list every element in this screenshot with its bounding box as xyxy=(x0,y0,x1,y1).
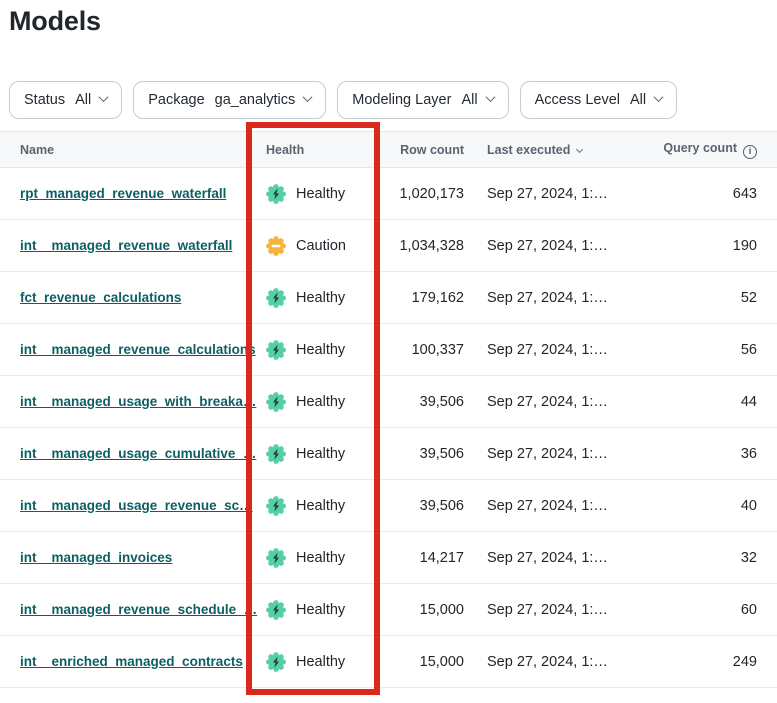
page-title: Models xyxy=(9,6,101,36)
filter-status[interactable]: Status All xyxy=(9,81,123,119)
chevron-down-icon xyxy=(485,92,496,103)
column-header-health[interactable]: Health xyxy=(247,131,378,168)
row-count-cell: 14,217 xyxy=(378,531,468,584)
row-count-cell: 15,000 xyxy=(378,583,468,636)
model-name-link[interactable]: int__managed_usage_revenue_sc… xyxy=(20,497,253,513)
model-name-link[interactable]: int__managed_invoices xyxy=(20,549,173,565)
table-row: int__managed_revenue_waterfall Caution 1… xyxy=(0,219,777,272)
info-icon[interactable]: i xyxy=(743,144,757,159)
model-name-link[interactable]: int__managed_revenue_schedule_… xyxy=(20,601,258,617)
last-executed-cell: Sep 27, 2024, 1:… xyxy=(468,531,618,584)
health-status-icon xyxy=(266,339,286,360)
last-executed-cell: Sep 27, 2024, 1:… xyxy=(468,167,618,220)
filter-access-level-label: Access Level xyxy=(534,92,620,108)
chevron-down-icon xyxy=(302,92,313,103)
row-count-cell: 179,162 xyxy=(378,271,468,324)
health-status-icon xyxy=(266,547,286,568)
health-status-icon xyxy=(266,443,286,464)
model-name-link[interactable]: int__managed_revenue_waterfall xyxy=(20,237,233,253)
health-status-icon xyxy=(266,235,286,256)
query-count-cell: 52 xyxy=(618,271,777,324)
column-header-row-count[interactable]: Row count xyxy=(378,131,468,168)
health-label: Healthy xyxy=(296,445,346,462)
filter-package-value: ga_analytics xyxy=(214,92,296,108)
health-label: Healthy xyxy=(296,497,346,514)
model-name-link[interactable]: int__managed_revenue_calculations xyxy=(20,341,256,357)
query-count-cell: 44 xyxy=(618,375,777,428)
table-row: int__managed_revenue_calculations Health… xyxy=(0,323,777,376)
health-label: Healthy xyxy=(296,549,346,566)
model-name-link[interactable]: int__managed_usage_with_breaka… xyxy=(20,393,257,409)
health-status-icon xyxy=(266,391,286,412)
chevron-down-icon xyxy=(98,92,109,103)
last-executed-cell: Sep 27, 2024, 1:… xyxy=(468,635,618,688)
model-name-link[interactable]: int__enriched_managed_contracts xyxy=(20,653,243,669)
query-count-label: Query count xyxy=(663,140,737,155)
last-executed-label: Last executed xyxy=(487,142,571,157)
column-header-name[interactable]: Name xyxy=(0,131,247,168)
health-label: Healthy xyxy=(296,341,346,358)
health-label: Healthy xyxy=(296,289,346,306)
filter-status-value: All xyxy=(75,92,92,108)
model-name-link[interactable]: rpt_managed_revenue_waterfall xyxy=(20,185,227,201)
row-count-cell: 15,000 xyxy=(378,635,468,688)
health-label: Caution xyxy=(296,237,346,254)
last-executed-cell: Sep 27, 2024, 1:… xyxy=(468,375,618,428)
row-count-cell: 39,506 xyxy=(378,427,468,480)
query-count-cell: 56 xyxy=(618,323,777,376)
table-row: int__managed_invoices Healthy 14,217 Sep… xyxy=(0,531,777,584)
filter-bar: Status All Package ga_analytics Modeling… xyxy=(9,81,678,119)
query-count-cell: 249 xyxy=(618,635,777,688)
table-row: int__managed_usage_revenue_sc… Healthy 3… xyxy=(0,479,777,532)
chevron-down-icon xyxy=(653,92,664,103)
health-status-icon xyxy=(266,287,286,308)
query-count-cell: 36 xyxy=(618,427,777,480)
filter-modeling-layer[interactable]: Modeling Layer All xyxy=(337,81,509,119)
health-label: Healthy xyxy=(296,185,346,202)
column-header-query-count[interactable]: Query count i xyxy=(618,131,777,168)
table-row: int__managed_usage_with_breaka… Healthy … xyxy=(0,375,777,428)
sort-chevron-down-icon xyxy=(576,145,584,153)
filter-package-label: Package xyxy=(148,92,205,108)
table-row: int__managed_revenue_schedule_… Healthy … xyxy=(0,583,777,636)
row-count-cell: 39,506 xyxy=(378,375,468,428)
table-header-row: Name Health Row count Last executed Quer… xyxy=(0,131,777,168)
row-count-cell: 1,034,328 xyxy=(378,219,468,272)
table-row: int__enriched_managed_contracts Healthy … xyxy=(0,635,777,688)
health-status-icon xyxy=(266,651,286,672)
models-table: Name Health Row count Last executed Quer… xyxy=(0,131,777,688)
health-status-icon xyxy=(266,183,286,204)
filter-access-level[interactable]: Access Level All xyxy=(519,81,678,119)
health-label: Healthy xyxy=(296,601,346,618)
health-status-icon xyxy=(266,495,286,516)
query-count-cell: 40 xyxy=(618,479,777,532)
filter-modeling-layer-label: Modeling Layer xyxy=(352,92,452,108)
table-row: int__managed_usage_cumulative_… Healthy … xyxy=(0,427,777,480)
query-count-cell: 190 xyxy=(618,219,777,272)
last-executed-cell: Sep 27, 2024, 1:… xyxy=(468,479,618,532)
health-label: Healthy xyxy=(296,393,346,410)
filter-access-level-value: All xyxy=(630,92,647,108)
filter-status-label: Status xyxy=(24,92,66,108)
last-executed-cell: Sep 27, 2024, 1:… xyxy=(468,271,618,324)
query-count-cell: 60 xyxy=(618,583,777,636)
table-row: rpt_managed_revenue_waterfall Healthy 1,… xyxy=(0,167,777,220)
last-executed-cell: Sep 27, 2024, 1:… xyxy=(468,583,618,636)
table-row: fct_revenue_calculations Healthy 179,162… xyxy=(0,271,777,324)
filter-package[interactable]: Package ga_analytics xyxy=(133,81,327,119)
health-label: Healthy xyxy=(296,653,346,670)
query-count-cell: 32 xyxy=(618,531,777,584)
health-status-icon xyxy=(266,599,286,620)
last-executed-cell: Sep 27, 2024, 1:… xyxy=(468,427,618,480)
row-count-cell: 39,506 xyxy=(378,479,468,532)
model-name-link[interactable]: int__managed_usage_cumulative_… xyxy=(20,445,257,461)
last-executed-cell: Sep 27, 2024, 1:… xyxy=(468,323,618,376)
last-executed-cell: Sep 27, 2024, 1:… xyxy=(468,219,618,272)
row-count-cell: 100,337 xyxy=(378,323,468,376)
row-count-cell: 1,020,173 xyxy=(378,167,468,220)
query-count-cell: 643 xyxy=(618,167,777,220)
filter-modeling-layer-value: All xyxy=(461,92,478,108)
column-header-last-executed[interactable]: Last executed xyxy=(468,131,618,168)
model-name-link[interactable]: fct_revenue_calculations xyxy=(20,289,182,305)
